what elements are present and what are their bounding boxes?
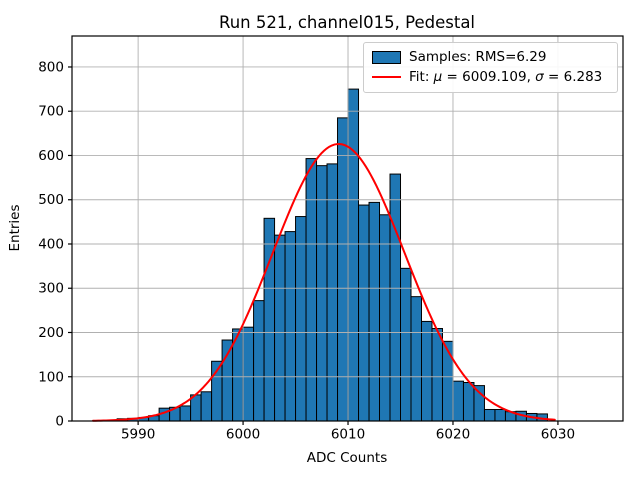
histogram-bar (179, 405, 192, 422)
y-tick-label: 200 (38, 325, 64, 341)
histogram-bars (106, 88, 548, 422)
histogram-bar (494, 408, 506, 422)
histogram-bar (368, 201, 381, 422)
histogram-bar (358, 204, 370, 422)
legend: Samples: RMS=6.29 Fit: μ = 6009.109, σ =… (363, 42, 618, 93)
x-tick-label: 6000 (226, 427, 260, 443)
fit-curve (91, 143, 556, 422)
x-tick-label: 6030 (541, 427, 575, 443)
y-axis-label: Entries (7, 204, 23, 252)
y-tick-label: 700 (38, 104, 64, 120)
histogram-bar (200, 391, 213, 422)
x-tick-label: 6010 (331, 427, 365, 443)
histogram-bar (462, 382, 475, 422)
axis-ticks: 5990 6000 6010 6020 6030 0 100 200 300 400 500 600 7… (38, 59, 575, 442)
histogram-bar (441, 340, 454, 422)
y-tick-label: 600 (38, 148, 64, 164)
histogram-bar (305, 158, 318, 422)
histogram-bar (483, 408, 496, 422)
histogram-bar (190, 394, 202, 422)
histogram-bar (410, 296, 422, 422)
histogram-bar (263, 217, 276, 422)
legend-item-fit: Fit: μ = 6009.109, σ = 6.283 (372, 67, 609, 87)
histogram-bar (379, 214, 391, 422)
histogram-bar (347, 88, 360, 422)
y-tick-label: 400 (38, 236, 64, 252)
histogram-bar (316, 165, 328, 422)
histogram-bar (274, 234, 286, 422)
histogram-bar (420, 320, 433, 422)
histogram-bar (400, 267, 412, 422)
y-tick-label: 100 (38, 369, 64, 385)
histogram-bar (337, 117, 349, 422)
histogram-bar (389, 173, 402, 422)
x-tick-label: 5990 (121, 427, 155, 443)
histogram-bar (473, 385, 485, 422)
histogram-swatch-icon (372, 50, 401, 64)
x-tick-label: 6020 (436, 427, 470, 443)
fit-line-swatch-icon (372, 76, 401, 78)
x-axis-label: ADC Counts (306, 450, 388, 466)
y-tick-label: 0 (55, 414, 64, 430)
y-tick-label: 800 (38, 59, 64, 75)
y-tick-label: 500 (38, 192, 64, 208)
histogram-bar (242, 326, 255, 422)
histogram-bar (295, 216, 307, 422)
histogram-bar (221, 339, 234, 422)
histogram-bar (253, 300, 265, 422)
legend-item-samples: Samples: RMS=6.29 (372, 47, 609, 67)
y-tick-label: 300 (38, 281, 64, 297)
histogram-bar (326, 163, 339, 422)
histogram-bar (452, 380, 464, 422)
legend-samples-label: Samples: RMS=6.29 (409, 49, 547, 65)
histogram-bar (284, 231, 297, 422)
legend-fit-label: Fit: μ = 6009.109, σ = 6.283 (409, 69, 603, 85)
chart-title: Run 521, channel015, Pedestal (218, 13, 476, 32)
histogram-bar (431, 328, 443, 422)
